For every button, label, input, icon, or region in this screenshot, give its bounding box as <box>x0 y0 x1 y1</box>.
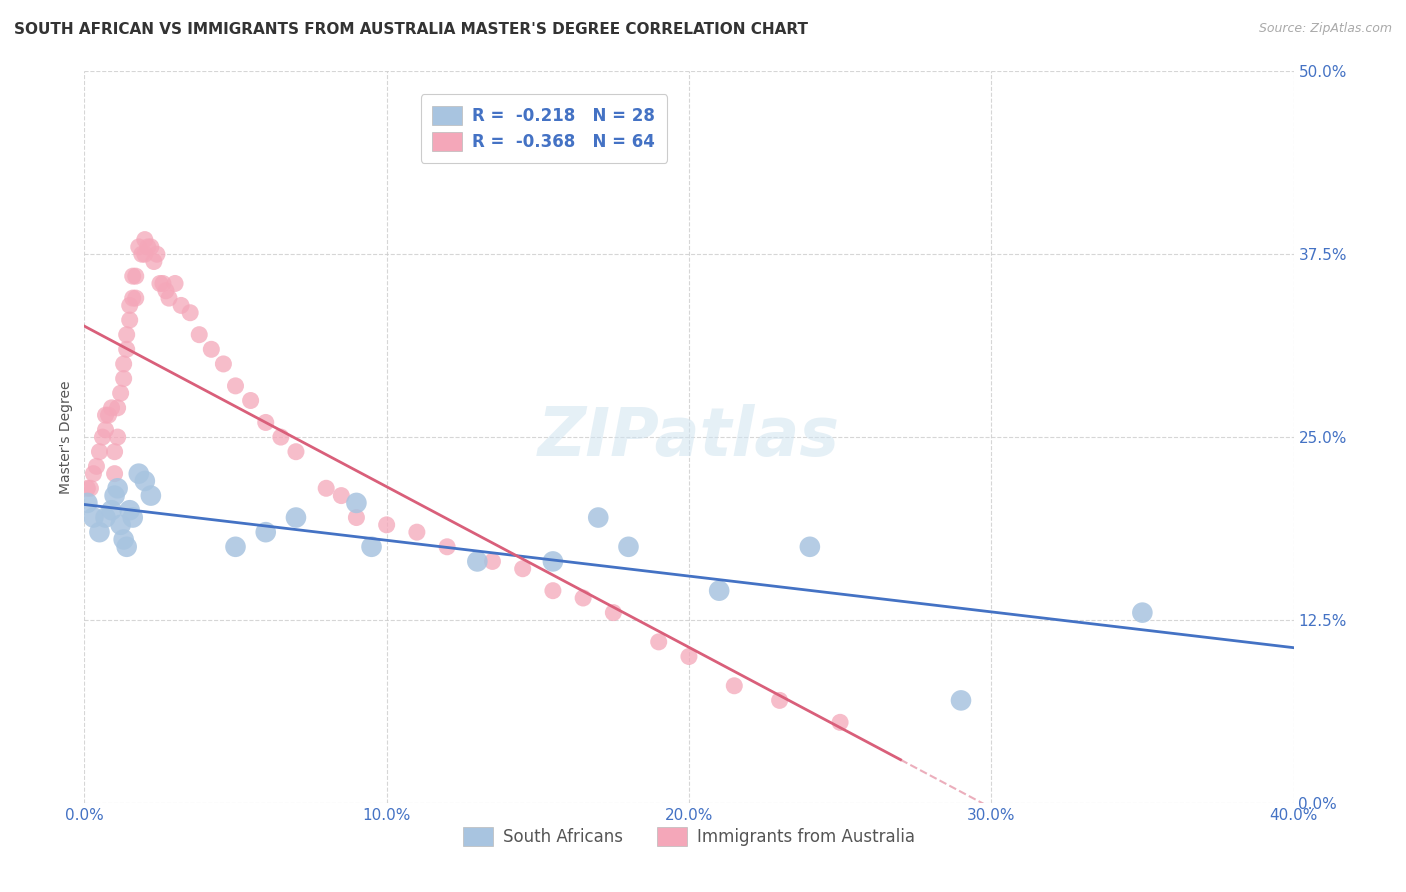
Point <box>572 591 595 605</box>
Point <box>188 327 211 342</box>
Point <box>118 313 141 327</box>
Point <box>212 357 235 371</box>
Point <box>136 240 159 254</box>
Point <box>179 306 201 320</box>
Point <box>512 562 534 576</box>
Point <box>104 489 127 503</box>
Point <box>170 298 193 312</box>
Point <box>121 291 143 305</box>
Point <box>225 379 247 393</box>
Point <box>76 496 98 510</box>
Point <box>112 533 135 547</box>
Point <box>481 554 503 568</box>
Point <box>128 240 150 254</box>
Point <box>950 693 973 707</box>
Point <box>79 481 101 495</box>
Point <box>89 444 111 458</box>
Point <box>86 459 108 474</box>
Point <box>118 503 141 517</box>
Point <box>541 554 564 568</box>
Point <box>315 481 337 495</box>
Point <box>139 240 162 254</box>
Point <box>91 430 114 444</box>
Point <box>128 467 150 481</box>
Point <box>139 489 162 503</box>
Point <box>225 540 247 554</box>
Point <box>830 715 852 730</box>
Text: ZIPatlas: ZIPatlas <box>538 404 839 470</box>
Point <box>107 430 129 444</box>
Point <box>89 525 111 540</box>
Legend: South Africans, Immigrants from Australia: South Africans, Immigrants from Australi… <box>457 821 921 853</box>
Point <box>709 583 731 598</box>
Point <box>346 510 368 524</box>
Point <box>121 510 143 524</box>
Point <box>125 269 148 284</box>
Point <box>107 401 129 415</box>
Point <box>254 525 277 540</box>
Point <box>1130 606 1153 620</box>
Point <box>678 649 700 664</box>
Point <box>588 510 610 524</box>
Point <box>270 430 292 444</box>
Point <box>115 540 138 554</box>
Point <box>115 343 138 357</box>
Point <box>100 401 122 415</box>
Point <box>330 489 353 503</box>
Point <box>82 510 104 524</box>
Point <box>142 254 165 268</box>
Point <box>125 291 148 305</box>
Point <box>104 444 127 458</box>
Point <box>112 371 135 385</box>
Point <box>648 635 671 649</box>
Point <box>82 467 104 481</box>
Point <box>200 343 222 357</box>
Point <box>134 247 156 261</box>
Point <box>110 517 132 532</box>
Point <box>100 503 122 517</box>
Point <box>94 423 117 437</box>
Point <box>104 467 127 481</box>
Point <box>107 481 129 495</box>
Point <box>723 679 745 693</box>
Point <box>617 540 640 554</box>
Point <box>134 233 156 247</box>
Point <box>157 291 180 305</box>
Text: Source: ZipAtlas.com: Source: ZipAtlas.com <box>1258 22 1392 36</box>
Point <box>134 474 156 488</box>
Point <box>94 408 117 422</box>
Point <box>360 540 382 554</box>
Point <box>155 284 177 298</box>
Point <box>121 269 143 284</box>
Point <box>346 496 368 510</box>
Point <box>602 606 624 620</box>
Point <box>165 277 187 291</box>
Point <box>131 247 153 261</box>
Point <box>769 693 792 707</box>
Point <box>112 357 135 371</box>
Point <box>97 408 120 422</box>
Point <box>541 583 564 598</box>
Point <box>799 540 821 554</box>
Y-axis label: Master's Degree: Master's Degree <box>59 380 73 494</box>
Point <box>254 416 277 430</box>
Point <box>110 386 132 401</box>
Point <box>285 510 308 524</box>
Point <box>94 510 117 524</box>
Point <box>467 554 489 568</box>
Point <box>239 393 262 408</box>
Point <box>375 517 398 532</box>
Text: SOUTH AFRICAN VS IMMIGRANTS FROM AUSTRALIA MASTER'S DEGREE CORRELATION CHART: SOUTH AFRICAN VS IMMIGRANTS FROM AUSTRAL… <box>14 22 808 37</box>
Point <box>149 277 172 291</box>
Point <box>285 444 308 458</box>
Point <box>118 298 141 312</box>
Point <box>406 525 429 540</box>
Point <box>152 277 174 291</box>
Point <box>76 481 98 495</box>
Point <box>146 247 169 261</box>
Point <box>115 327 138 342</box>
Point <box>436 540 458 554</box>
